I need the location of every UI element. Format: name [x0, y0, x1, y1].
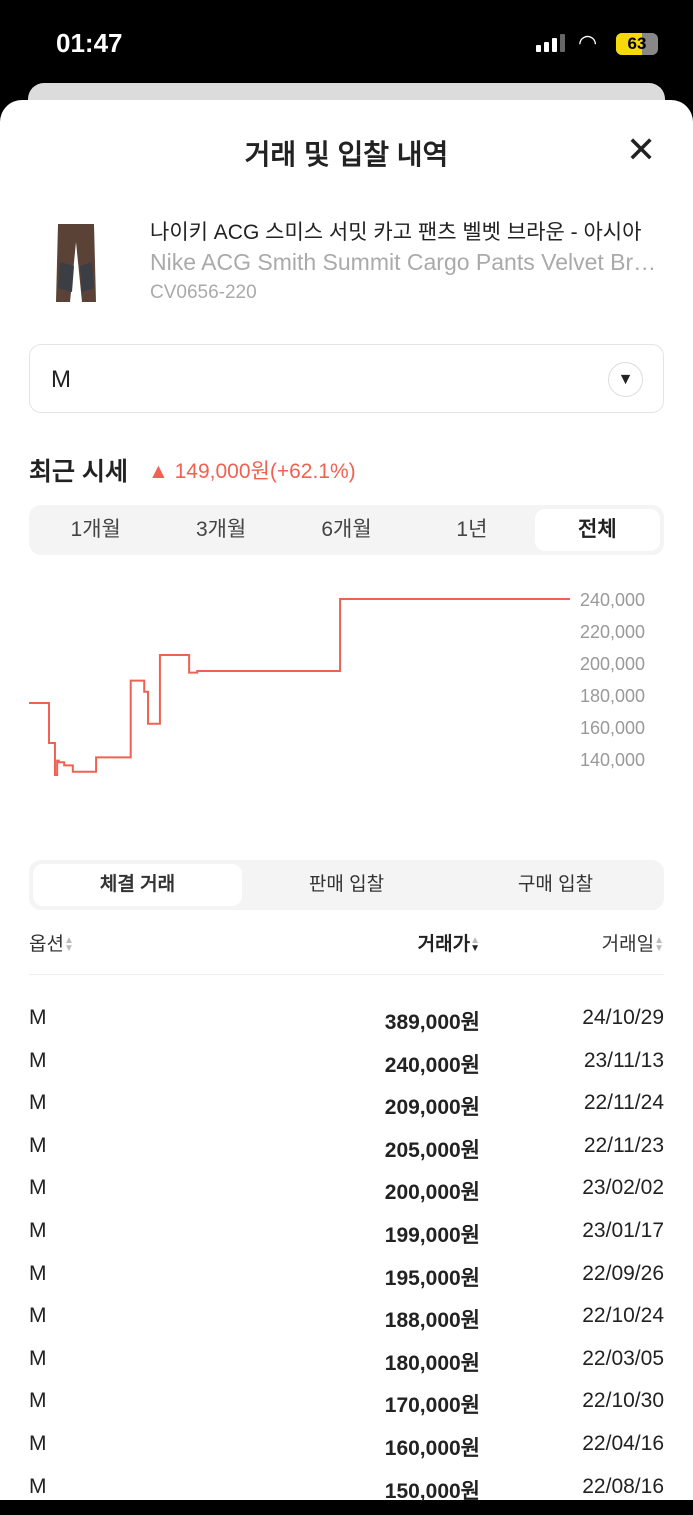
clock: 01:47 — [56, 28, 123, 58]
row-date: 22/04/16 — [582, 1432, 664, 1455]
row-price: 209,000원 — [384, 1096, 480, 1120]
row-date: 24/10/29 — [582, 1006, 664, 1029]
bottom-sheet — [0, 100, 693, 1500]
row-date: 22/11/24 — [583, 1091, 664, 1115]
price-step-line — [29, 598, 570, 776]
battery-icon: 63 — [616, 33, 658, 55]
row-price: 150,000원 — [384, 1479, 480, 1503]
row-date: 23/02/02 — [582, 1176, 664, 1200]
table-row: M 200,000원 23/02/02 — [29, 1176, 664, 1216]
tab-buy-bids[interactable]: 구매 입찰 — [517, 874, 594, 895]
product-image — [56, 224, 96, 302]
sort-desc-icon: ▲ ▼ — [470, 934, 480, 954]
row-option: M — [29, 1346, 47, 1370]
row-option: M — [29, 1176, 47, 1200]
sheet-title: 거래 및 입찰 내역 — [244, 139, 449, 170]
row-option: M — [29, 1048, 47, 1072]
row-price: 180,000원 — [384, 1351, 480, 1375]
sort-icon: ▲ ▼ — [654, 934, 664, 954]
tab-completed-trades[interactable]: 체결 거래 — [33, 864, 242, 906]
recent-price-label: 최근 시세 — [29, 458, 128, 486]
header-date[interactable]: 거래일▲ ▼ — [602, 929, 664, 956]
price-change-value: 149,000원(+62.1%) — [174, 460, 356, 483]
row-date: 23/01/17 — [582, 1219, 664, 1242]
table-row: M 195,000원 22/09/26 — [29, 1262, 664, 1302]
row-date: 22/09/26 — [582, 1261, 664, 1285]
row-option: M — [29, 1389, 47, 1413]
status-bar: 01:47 ◠ 63 — [0, 0, 693, 90]
table-row: M 240,000원 23/11/13 — [29, 1049, 664, 1089]
close-icon[interactable]: ✕ — [626, 129, 657, 170]
table-row: M 170,000원 22/10/30 — [29, 1389, 664, 1429]
row-price: 389,000원 — [384, 1011, 480, 1034]
wifi-icon: ◠ — [578, 30, 598, 55]
row-price: 240,000원 — [384, 1053, 480, 1077]
battery-level: 63 — [627, 34, 647, 53]
table-row: M 188,000원 22/10/24 — [29, 1304, 664, 1344]
product-code: CV0656-220 — [150, 282, 257, 303]
row-date: 22/10/30 — [582, 1389, 664, 1413]
tab-sell-bids[interactable]: 판매 입찰 — [308, 874, 385, 895]
row-option: M — [29, 1091, 47, 1115]
period-1-year[interactable]: 1년 — [456, 518, 488, 541]
header-option-label: 옵션 — [29, 934, 64, 955]
period-3-months[interactable]: 3개월 — [195, 518, 247, 541]
product-name-en: Nike ACG Smith Summit Cargo Pants Velvet… — [150, 249, 665, 275]
price-change: ▲ 149,000원(+62.1%) — [148, 455, 356, 485]
y-tick-label: 240,000 — [580, 590, 645, 610]
table-row: M 180,000원 22/03/05 — [29, 1347, 664, 1387]
row-option: M — [29, 1432, 47, 1455]
row-price: 188,000원 — [384, 1309, 480, 1333]
table-row: M 209,000원 22/11/24 — [29, 1091, 664, 1131]
period-1-month[interactable]: 1개월 — [70, 518, 121, 541]
header-date-label: 거래일 — [601, 934, 655, 955]
period-selector: 1개월 3개월 6개월 1년 전체 — [29, 505, 664, 555]
row-option: M — [29, 1261, 47, 1285]
row-price: 199,000원 — [384, 1224, 480, 1247]
row-option: M — [29, 1006, 47, 1029]
up-triangle-icon: ▲ — [148, 460, 175, 483]
row-price: 205,000원 — [384, 1138, 480, 1162]
divider — [29, 974, 664, 975]
row-date: 22/10/24 — [582, 1304, 664, 1328]
table-row: M 389,000원 24/10/29 — [29, 1006, 664, 1046]
product-name-ko: 나이키 ACG 스미스 서밋 카고 팬츠 벨벳 브라운 - 아시아 — [150, 221, 642, 244]
row-price: 195,000원 — [384, 1266, 480, 1290]
table-row: M 199,000원 23/01/17 — [29, 1219, 664, 1259]
row-option: M — [29, 1474, 47, 1498]
row-date: 22/03/05 — [582, 1346, 664, 1370]
y-tick-label: 180,000 — [580, 686, 645, 706]
header-price-label: 거래가 — [417, 934, 471, 955]
row-date: 23/11/13 — [583, 1048, 664, 1072]
table-row: M 150,000원 22/08/16 — [29, 1475, 664, 1515]
history-tabs: 체결 거래 판매 입찰 구매 입찰 — [29, 860, 664, 910]
header-option[interactable]: 옵션▲ ▼ — [29, 929, 74, 956]
dropdown-triangle-icon[interactable]: ▼ — [608, 362, 643, 397]
row-date: 22/08/16 — [582, 1474, 664, 1498]
y-tick-label: 140,000 — [580, 750, 645, 770]
table-row: M 205,000원 22/11/23 — [29, 1134, 664, 1174]
size-value: M — [51, 366, 71, 393]
y-tick-label: 220,000 — [580, 622, 645, 642]
header-price[interactable]: 거래가▲ ▼ — [418, 929, 480, 956]
sort-icon: ▲ ▼ — [63, 934, 74, 954]
row-price: 200,000원 — [384, 1181, 480, 1205]
period-6-months[interactable]: 6개월 — [321, 518, 372, 541]
signal-icon — [536, 34, 565, 52]
row-option: M — [29, 1219, 47, 1242]
row-date: 22/11/23 — [583, 1133, 664, 1157]
y-tick-label: 160,000 — [580, 718, 645, 738]
size-select[interactable]: M ▼ — [29, 344, 664, 413]
row-price: 170,000원 — [384, 1394, 480, 1418]
period-all[interactable]: 전체 — [534, 509, 661, 551]
y-tick-label: 200,000 — [580, 654, 645, 674]
row-option: M — [29, 1304, 47, 1328]
row-option: M — [29, 1133, 47, 1157]
price-chart: 240,000 220,000 200,000 180,000 160,000 140,0… — [29, 590, 645, 776]
table-row: M 160,000원 22/04/16 — [29, 1432, 664, 1472]
row-price: 160,000원 — [384, 1437, 480, 1460]
